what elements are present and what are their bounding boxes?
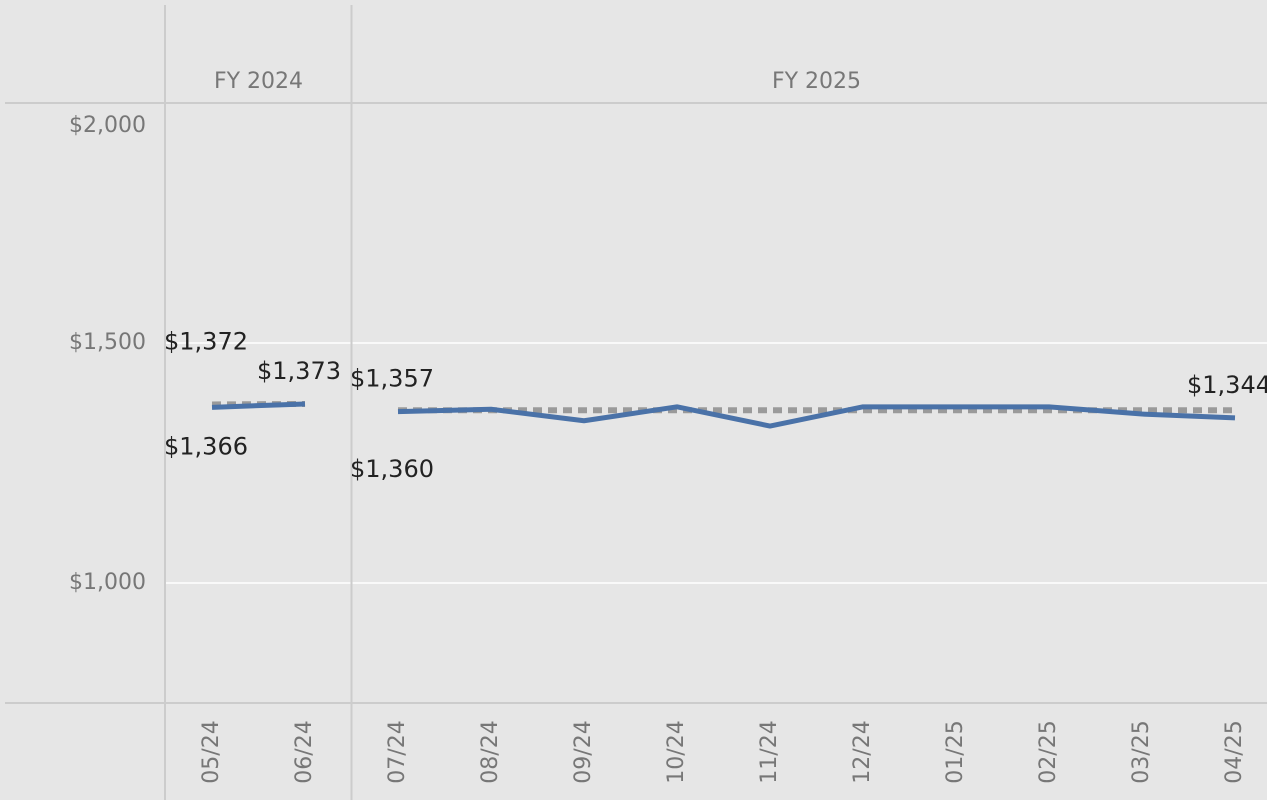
data-label: $1,360 [350, 455, 434, 483]
data-label: $1,372 [164, 327, 248, 355]
x-tick-label: 07/24 [385, 720, 410, 783]
x-tick-label: 12/24 [850, 720, 875, 783]
line-series [211, 401, 306, 410]
y-tick-label: $1,500 [69, 330, 146, 355]
data-label: $1,344 [1187, 371, 1267, 399]
x-tick-label: 08/24 [478, 720, 503, 783]
data-label: $1,373 [257, 357, 341, 385]
x-tick-label: 09/24 [571, 720, 596, 783]
x-tick-label: 06/24 [292, 720, 317, 783]
x-tick-label: 01/25 [943, 720, 968, 783]
x-tick-label: 10/24 [664, 720, 689, 783]
data-label: $1,357 [350, 365, 434, 393]
panel-header: FY 2025 [772, 69, 861, 94]
x-tick-label: 04/25 [1222, 720, 1247, 783]
x-tick-label: 02/25 [1036, 720, 1061, 783]
data-label: $1,366 [164, 432, 248, 460]
y-tick-label: $1,000 [69, 570, 146, 595]
y-tick-label: $2,000 [69, 113, 146, 138]
x-tick-label: 03/25 [1129, 720, 1154, 783]
line-series [397, 404, 1236, 429]
x-tick-label: 05/24 [199, 720, 224, 783]
panel-header: FY 2024 [214, 69, 303, 94]
x-tick-label: 11/24 [757, 720, 782, 783]
